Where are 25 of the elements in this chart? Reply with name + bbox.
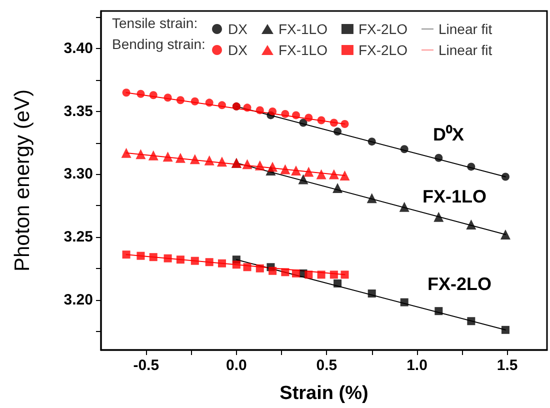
legend-label: DX bbox=[228, 21, 248, 37]
legend-label: DX bbox=[228, 42, 248, 58]
y-tick-label: 3.40 bbox=[64, 40, 93, 58]
x-tick-label: 0.5 bbox=[316, 357, 338, 374]
legend-label: FX-2LO bbox=[358, 21, 408, 37]
x-tick-label: 1.0 bbox=[406, 357, 428, 374]
annotation: Bending strain: bbox=[112, 36, 206, 52]
x-axis-title: Strain (%) bbox=[280, 383, 368, 404]
y-axis-title: Photon energy (eV) bbox=[11, 89, 34, 272]
legend-label: FX-1LO bbox=[278, 21, 328, 37]
x-tick-label: 1.5 bbox=[496, 357, 518, 374]
y-tick-label: 3.20 bbox=[64, 291, 93, 308]
annotation: D⁰X bbox=[432, 124, 464, 145]
legend-label: Linear fit bbox=[438, 42, 492, 58]
annotation: Tensile strain: bbox=[112, 15, 198, 31]
y-tick-label: 3.30 bbox=[64, 166, 93, 183]
legend-label: FX-1LO bbox=[278, 42, 328, 58]
annotation: FX-1LO bbox=[422, 186, 486, 206]
legend-label: Linear fit bbox=[438, 21, 492, 37]
legend-label: FX-2LO bbox=[358, 42, 408, 58]
y-tick-label: 3.35 bbox=[64, 102, 93, 120]
x-tick-label: 0.0 bbox=[226, 357, 247, 374]
x-tick-label: -0.5 bbox=[133, 357, 160, 374]
y-tick-label: 3.25 bbox=[64, 228, 93, 246]
annotation: FX-2LO bbox=[427, 274, 492, 294]
